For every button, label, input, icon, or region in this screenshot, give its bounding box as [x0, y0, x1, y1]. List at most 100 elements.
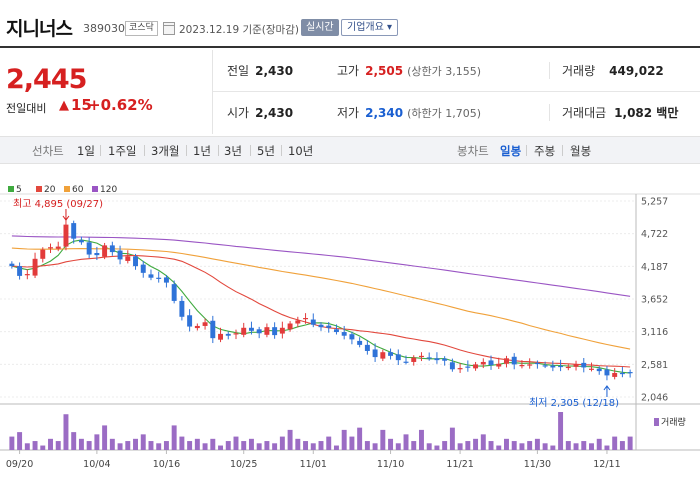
- candle-body: [210, 320, 216, 339]
- candle: [480, 358, 486, 369]
- candle-body: [604, 369, 610, 376]
- stock-name[interactable]: 지니너스: [6, 18, 73, 40]
- candle-body: [426, 357, 432, 359]
- candle-body: [395, 354, 401, 361]
- legend-swatch: [36, 186, 42, 192]
- candle: [17, 262, 23, 280]
- candle: [612, 368, 618, 380]
- tab-1w[interactable]: 1주일: [108, 144, 137, 158]
- y-tick-label: 3,652: [641, 294, 668, 305]
- candle-body: [449, 362, 455, 370]
- tab-5y[interactable]: 5년: [257, 144, 275, 158]
- current-price: 2,445: [6, 64, 87, 95]
- y-tick-label: 4,722: [641, 229, 668, 240]
- candle-body: [480, 361, 486, 365]
- candle-body: [248, 327, 254, 331]
- candle-body: [589, 368, 594, 370]
- candle: [148, 269, 154, 281]
- candle: [40, 247, 46, 263]
- candle-body: [71, 223, 77, 239]
- candle-body: [78, 240, 84, 243]
- candle: [333, 324, 339, 335]
- prev-close-label: 전일: [227, 64, 250, 78]
- candle: [619, 366, 625, 378]
- high-price: 고가 2,505 (상한가 3,155): [337, 62, 481, 79]
- daily-candle-chart[interactable]: 5 20 60 120 5,257 4,722 4,187 3,652 3,116 2,581 2…: [0, 164, 700, 490]
- candle: [202, 318, 208, 330]
- candle: [24, 269, 30, 280]
- volume: 거래량 449,022: [549, 62, 664, 79]
- candle-body: [565, 366, 571, 369]
- candle: [109, 241, 115, 256]
- trade-amount: 거래대금 1,082 백만: [549, 104, 678, 121]
- candle: [140, 260, 146, 278]
- tab-divider: [218, 145, 219, 156]
- candle: [426, 352, 432, 361]
- volume-bar: [612, 436, 618, 450]
- tab-monthly[interactable]: 월봉: [570, 144, 592, 158]
- candle: [519, 360, 525, 369]
- volume-bar: [272, 443, 278, 450]
- y-tick-label: 2,046: [641, 393, 668, 404]
- volume-bar: [333, 445, 339, 450]
- volume-bar: [86, 441, 92, 450]
- candle: [565, 364, 571, 371]
- candle-body: [465, 366, 471, 368]
- volume-bar: [171, 425, 177, 450]
- low-arrow-icon: [603, 385, 611, 397]
- volume-bar: [102, 425, 108, 450]
- candle: [473, 361, 479, 371]
- volume-bar: [241, 441, 247, 450]
- stats-row: 전일 2,430 고가 2,505 (상한가 3,155) 거래량 449,022: [213, 50, 700, 92]
- candle: [326, 321, 332, 333]
- volume-bar: [194, 438, 200, 450]
- candle-body: [418, 355, 424, 358]
- open-value: 2,430: [255, 106, 294, 120]
- candle-body: [411, 357, 417, 362]
- moving-averages: [11, 235, 631, 374]
- candle: [604, 365, 610, 381]
- candle-body: [272, 327, 278, 336]
- candle: [233, 329, 239, 340]
- volume-bar: [326, 436, 332, 450]
- stats-table: 전일 2,430 고가 2,505 (상한가 3,155) 거래량 449,022 시가…: [212, 50, 700, 134]
- volume-bar: [48, 438, 53, 450]
- volume-bar: [534, 438, 540, 450]
- candle: [372, 343, 378, 362]
- candle: [248, 321, 254, 335]
- tab-1d[interactable]: 1일: [77, 144, 95, 158]
- candle: [272, 322, 278, 339]
- volume-bar: [550, 445, 556, 450]
- tab-weekly[interactable]: 주봉: [534, 144, 556, 158]
- volume-bar: [449, 427, 455, 450]
- tab-daily[interactable]: 일봉: [500, 144, 522, 158]
- tab-divider: [100, 145, 101, 156]
- candle: [163, 274, 169, 288]
- tab-10y[interactable]: 10년: [288, 144, 314, 158]
- company-overview-button[interactable]: 기업개요 ▾: [341, 19, 398, 36]
- candle: [504, 355, 509, 368]
- volume-bar: [558, 412, 564, 450]
- tab-1y[interactable]: 1년: [193, 144, 211, 158]
- candle-body: [287, 323, 293, 330]
- candle-body: [511, 356, 517, 365]
- volume-bar: [418, 429, 424, 450]
- volume-bar: [248, 438, 254, 450]
- realtime-button[interactable]: 실시간: [301, 19, 339, 36]
- x-tick-label: 11/01: [300, 459, 327, 470]
- candle-body: [187, 315, 193, 327]
- volume-bar: [32, 441, 38, 450]
- period-selector: 선차트 1일 1주일 3개월 1년 3년 5년 10년 봉차트 일봉 주봉 월봉: [0, 136, 700, 164]
- up-triangle-icon: ▲: [59, 98, 69, 113]
- candle-series: [9, 218, 633, 381]
- volume-bar: [442, 441, 448, 450]
- change-label: 전일대비: [6, 102, 47, 115]
- volume-bar: [55, 441, 61, 450]
- candle-body: [310, 319, 316, 325]
- legend-label: 60: [72, 185, 84, 195]
- tab-3m[interactable]: 3개월: [151, 144, 180, 158]
- candle: [581, 357, 587, 373]
- candle: [303, 313, 309, 324]
- tab-3y[interactable]: 3년: [224, 144, 242, 158]
- candle-body: [403, 361, 409, 363]
